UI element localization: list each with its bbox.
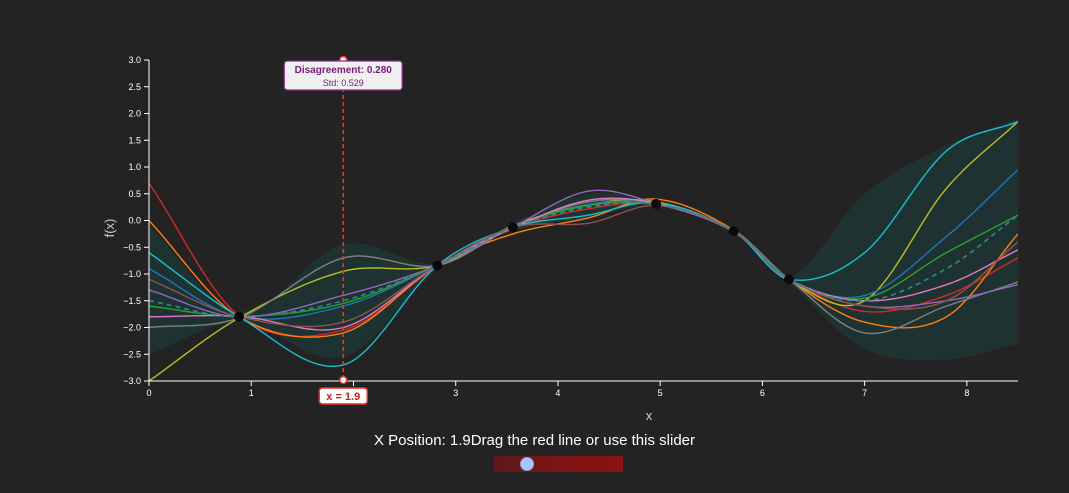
observation-points	[233, 198, 794, 322]
x-tick-label: 0	[146, 388, 151, 398]
y-tick-label: −2.0	[123, 323, 141, 333]
x-tick-label: 1	[249, 388, 254, 398]
sample-line-5	[149, 198, 1018, 335]
gp-disagreement-chart: −3.0 −2.5 −2.0 −1.5 −1.0 −0.5 0.0 0.5 1.0 1.5 2.0 2…	[102, 55, 1018, 423]
y-tick-label: −1.5	[123, 296, 141, 306]
y-tick-label: −0.5	[123, 242, 141, 252]
y-tick-label: −3.0	[123, 376, 141, 386]
uncertainty-band	[149, 118, 1018, 361]
disagreement-value: Disagreement: 0.280	[295, 65, 393, 76]
observation-point	[507, 222, 518, 233]
y-tick-label: 1.0	[128, 162, 141, 172]
y-tick-label: 0.0	[128, 216, 141, 226]
x-tick-label: 3	[453, 388, 458, 398]
posterior-samples	[149, 120, 1018, 381]
y-tick-label: 2.0	[128, 109, 141, 119]
observation-point	[651, 198, 662, 209]
x-badge-label: x = 1.9	[326, 391, 360, 403]
std-value: Std: 0.529	[323, 78, 364, 88]
sample-line-10	[149, 204, 1018, 328]
cursor-line-group[interactable]: Disagreement: 0.280 Std: 0.529 x = 1.9	[283, 55, 403, 405]
observation-point	[432, 260, 443, 271]
y-axis-title: f(x)	[102, 219, 117, 238]
x-tick-label: 6	[760, 388, 765, 398]
y-tick-label: −2.5	[123, 349, 141, 359]
x-ticks: 012345678	[146, 381, 969, 398]
y-tick-label: −1.0	[123, 269, 141, 279]
disagreement-tooltip: Disagreement: 0.280 Std: 0.529	[283, 60, 403, 91]
sample-line-9	[149, 197, 1018, 331]
y-tick-label: 0.5	[128, 189, 141, 199]
sample-line-2	[149, 198, 1018, 338]
slider-thumb[interactable]	[519, 457, 534, 471]
sample-line-4	[149, 120, 1018, 367]
y-tick-label: 2.5	[128, 82, 141, 92]
sample-line-1	[149, 182, 1018, 338]
x-tick-label: 7	[862, 388, 867, 398]
x-position-slider[interactable]	[494, 456, 623, 472]
x-tick-label: 8	[964, 388, 969, 398]
tooltip-box	[283, 60, 403, 91]
observation-point	[233, 311, 244, 322]
sample-line-6	[149, 169, 1018, 320]
observation-point	[728, 226, 739, 237]
x-tick-label: 5	[658, 388, 663, 398]
y-tick-label: 1.5	[128, 135, 141, 145]
axes: −3.0 −2.5 −2.0 −1.5 −1.0 −0.5 0.0 0.5 1.0 1.5 2.0 2…	[102, 55, 1018, 423]
observation-point	[783, 274, 794, 285]
cursor-bottom-handle[interactable]	[338, 375, 348, 385]
y-tick-label: 3.0	[128, 55, 141, 65]
x-value-badge: x = 1.9	[318, 387, 368, 405]
x-badge-box	[318, 387, 368, 405]
y-ticks: −3.0 −2.5 −2.0 −1.5 −1.0 −0.5 0.0 0.5 1.0 1.5 2.0 2…	[123, 55, 149, 386]
slider-label: X Position: 1.9Drag the red line or use …	[374, 432, 695, 449]
x-tick-label: 4	[555, 388, 560, 398]
mean-line	[149, 201, 1018, 318]
x-axis-title: x	[646, 408, 653, 423]
